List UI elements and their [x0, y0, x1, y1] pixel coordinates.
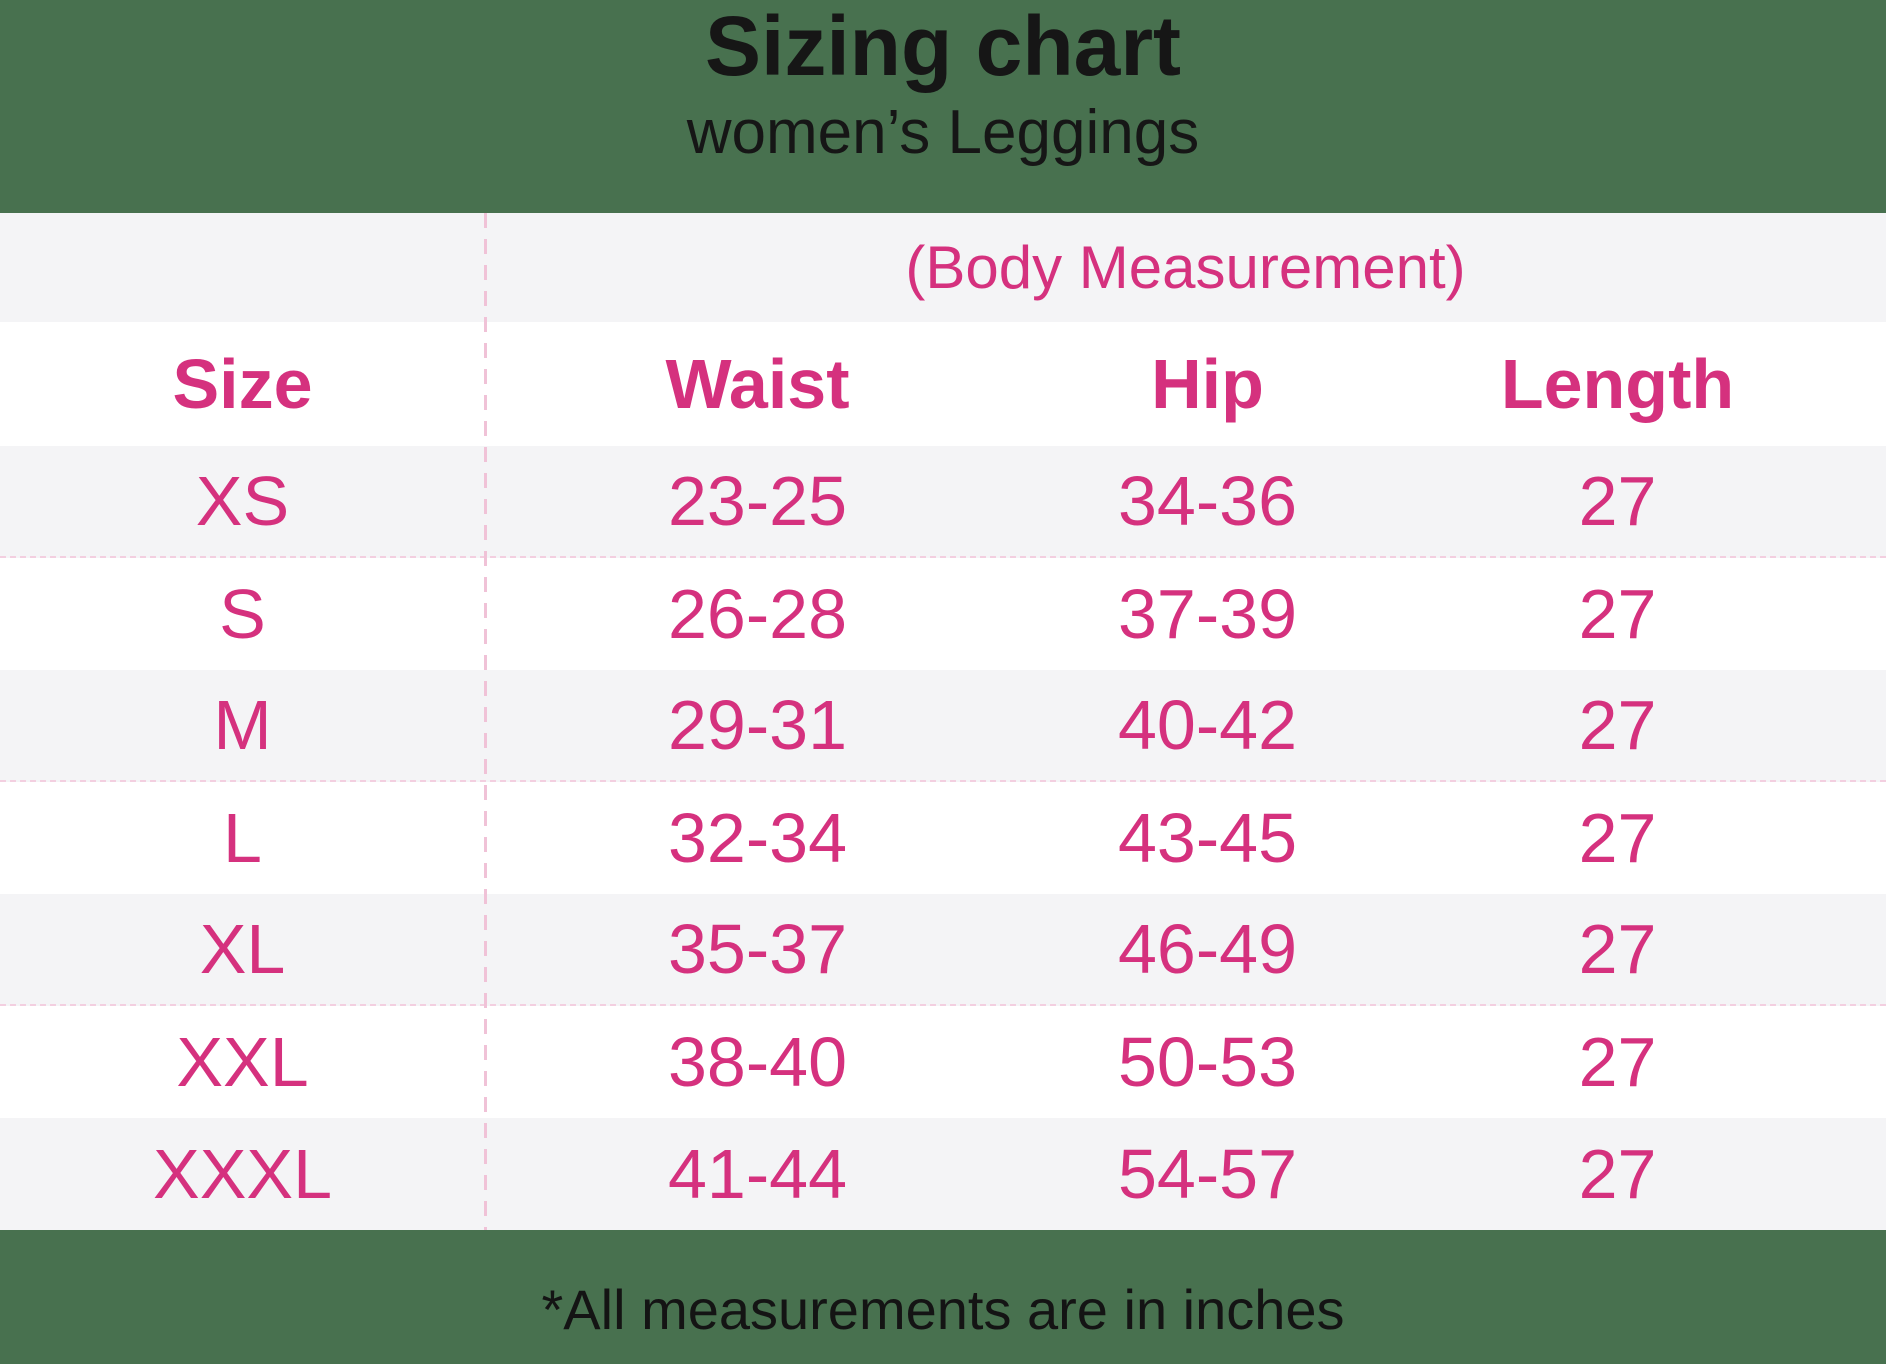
- footnote: *All measurements are in inches: [541, 1278, 1345, 1341]
- hip-cell: 37-39: [1117, 575, 1298, 653]
- table-row-s: S 26-28 37-39 27: [0, 558, 1886, 670]
- length-cell: 27: [1578, 1023, 1657, 1101]
- empty-cell: [0, 213, 485, 322]
- waist-cell: 26-28: [667, 575, 848, 653]
- size-cell: XL: [199, 910, 286, 988]
- table-row-m: M 29-31 40-42 27: [0, 670, 1886, 782]
- waist-cell: 32-34: [667, 799, 848, 877]
- hip-cell: 34-36: [1117, 462, 1298, 540]
- length-cell: 27: [1578, 799, 1657, 877]
- hip-cell: 40-42: [1117, 686, 1298, 764]
- size-cell: XXXL: [153, 1135, 332, 1213]
- column-header-size: Size: [172, 345, 313, 423]
- table-row-l: L 32-34 43-45 27: [0, 782, 1886, 894]
- waist-cell: 41-44: [667, 1135, 848, 1213]
- length-cell: 27: [1578, 910, 1657, 988]
- size-cell: XS: [195, 462, 290, 540]
- title-block: Sizing chart women’s Leggings: [0, 0, 1886, 213]
- page-title: Sizing chart: [704, 0, 1182, 93]
- waist-cell: 23-25: [667, 462, 848, 540]
- footer-block: *All measurements are in inches: [0, 1230, 1886, 1364]
- hip-cell: 50-53: [1117, 1023, 1298, 1101]
- length-cell: 27: [1578, 575, 1657, 653]
- column-header-length: Length: [1500, 345, 1735, 423]
- column-header-hip: Hip: [1151, 345, 1264, 423]
- hip-cell: 43-45: [1117, 799, 1298, 877]
- table-row-xxxl: XXXL 41-44 54-57 27: [0, 1118, 1886, 1230]
- page-subtitle: women’s Leggings: [686, 98, 1200, 167]
- table-header-row: Size Waist Hip Length: [0, 322, 1886, 446]
- hip-cell: 54-57: [1117, 1135, 1298, 1213]
- length-cell: 27: [1578, 462, 1657, 540]
- table-row-xs: XS 23-25 34-36 27: [0, 446, 1886, 558]
- size-cell: XXL: [176, 1023, 309, 1101]
- size-cell: M: [213, 686, 272, 764]
- waist-cell: 29-31: [667, 686, 848, 764]
- body-measurement-label: (Body Measurement): [905, 233, 1466, 301]
- size-cell: S: [219, 575, 266, 653]
- column-header-waist: Waist: [665, 345, 850, 423]
- size-cell: L: [223, 799, 262, 877]
- body-measurement-row: (Body Measurement): [0, 213, 1886, 322]
- table-row-xl: XL 35-37 46-49 27: [0, 894, 1886, 1006]
- column-divider-dashed-line: [484, 213, 487, 1230]
- sizing-table: (Body Measurement) Size Waist Hip Length…: [0, 213, 1886, 1230]
- length-cell: 27: [1578, 686, 1657, 764]
- table-row-xxl: XXL 38-40 50-53 27: [0, 1006, 1886, 1118]
- waist-cell: 35-37: [667, 910, 848, 988]
- hip-cell: 46-49: [1117, 910, 1298, 988]
- length-cell: 27: [1578, 1135, 1657, 1213]
- waist-cell: 38-40: [667, 1023, 848, 1101]
